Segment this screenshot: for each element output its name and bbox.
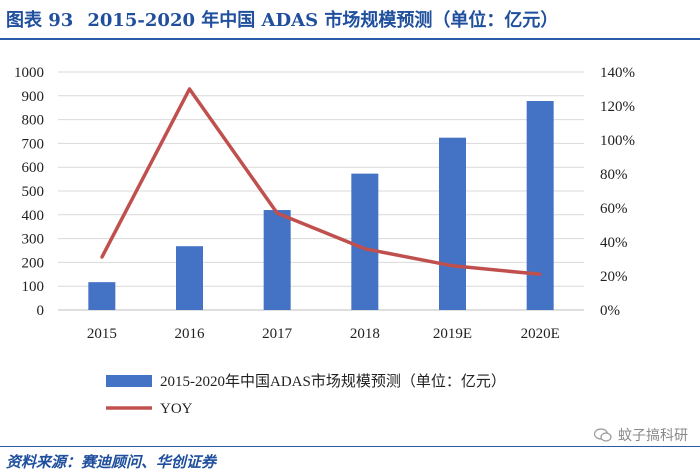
x-axis-tick-label: 2020E — [521, 326, 560, 342]
right-axis-tick-label: 80% — [600, 167, 628, 183]
watermark: 蚊子搞科研 — [594, 425, 688, 445]
wechat-icon — [594, 428, 612, 442]
left-axis-tick-label: 1000 — [14, 65, 44, 81]
left-axis-tick-label: 400 — [22, 208, 45, 224]
left-axis-tick-label: 200 — [22, 255, 45, 271]
x-axis-tick-label: 2018 — [350, 326, 380, 342]
yoy-line — [100, 87, 541, 277]
figure-title-bar: 图表 93 2015-2020 年中国 ADAS 市场规模预测（单位：亿元） — [0, 0, 700, 40]
x-axis-tick-label: 2015 — [87, 326, 117, 342]
legend-bar-label: 2015-2020年中国ADAS市场规模预测（单位：亿元） — [160, 373, 506, 390]
left-axis-tick-label: 100 — [22, 279, 45, 295]
right-axis-tick-label: 120% — [600, 99, 635, 115]
right-axis-tick-label: 100% — [600, 133, 635, 149]
yoy-point — [100, 255, 104, 259]
left-axis-tick-label: 900 — [22, 89, 45, 105]
right-axis-tick-label: 60% — [600, 201, 628, 217]
yoy-point — [363, 247, 367, 251]
left-axis-tick-label: 600 — [22, 160, 45, 176]
watermark-text: 蚊子搞科研 — [618, 428, 688, 444]
left-axis-tick-label: 700 — [22, 136, 45, 152]
legend-bar-swatch — [106, 375, 152, 387]
right-axis-tick-label: 20% — [600, 269, 628, 285]
bar — [351, 173, 379, 310]
legend-line-label: YOY — [160, 401, 193, 417]
figure-title: 2015-2020 年中国 ADAS 市场规模预测（单位：亿元） — [87, 10, 559, 31]
left-axis-tick-label: 800 — [22, 113, 45, 129]
yoy-point — [188, 87, 191, 91]
left-axis-tick-label: 300 — [22, 232, 45, 248]
bar — [88, 282, 116, 310]
bar — [176, 246, 203, 310]
source-bar: 资料来源：赛迪顾问、华创证券 — [0, 446, 700, 474]
figure-label: 图表 93 — [6, 10, 74, 31]
x-axis-tick-label: 2017 — [262, 326, 293, 342]
source-text: 资料来源：赛迪顾问、华创证券 — [6, 453, 217, 471]
right-axis-tick-label: 140% — [600, 65, 635, 81]
right-axis-tick-label: 0% — [600, 303, 620, 319]
bar — [439, 137, 466, 310]
x-axis-tick-label: 2016 — [175, 326, 206, 342]
left-axis-tick-label: 0 — [37, 303, 45, 319]
chart: 0 100 200 300 400 500 600 700 800 900 1000 0% 20% 40%… — [14, 65, 635, 417]
yoy-point — [451, 264, 454, 268]
left-axis-tick-label: 500 — [22, 184, 45, 200]
yoy-point — [538, 272, 542, 276]
bar — [263, 210, 291, 310]
x-axis-tick-label: 2019E — [433, 326, 472, 342]
right-axis-tick-label: 40% — [600, 235, 628, 251]
bar — [526, 101, 554, 310]
yoy-point — [275, 211, 279, 215]
